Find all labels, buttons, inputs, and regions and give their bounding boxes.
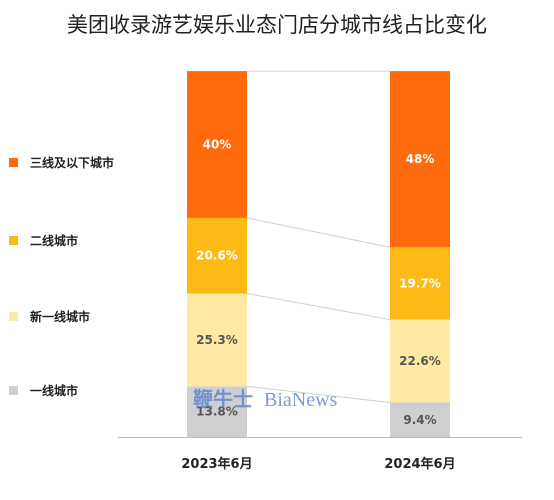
watermark-en: BiaNews (264, 389, 338, 411)
legend-label: 二线城市 (30, 233, 78, 248)
x-tick-labels: 2023年6月 2024年6月 (181, 456, 455, 472)
data-label: 20.6% (196, 249, 238, 263)
data-label: 13.8% (196, 405, 238, 419)
bar-segment (390, 319, 450, 403)
bars: 13.8% 25.3% 20.6% 40% 9.4% 22.6% 19.7% 48% (187, 71, 450, 437)
bar-segment (187, 386, 247, 437)
x-tick-label: 2024年6月 (384, 456, 455, 472)
legend-swatch (9, 158, 18, 167)
data-label: 40% (203, 138, 232, 152)
legend-label: 一线城市 (30, 383, 78, 398)
bar-segment (390, 71, 450, 248)
bar-segment (390, 247, 450, 320)
legend-swatch (9, 312, 18, 321)
data-label: 19.7% (399, 276, 441, 290)
legend-label: 三线及以下城市 (30, 155, 114, 170)
connector-line (246, 217, 391, 248)
data-label: 22.6% (399, 354, 441, 368)
data-label: 25.3% (196, 333, 238, 347)
legend-swatch (9, 386, 18, 395)
legend-swatch (9, 236, 18, 245)
watermark: 鞭牛士 BiaNews (193, 387, 338, 411)
data-label: 9.4% (403, 413, 436, 427)
data-label: 48% (406, 152, 435, 166)
bar-segment (187, 293, 247, 387)
connector-lines (246, 70, 391, 403)
bar-segment (187, 217, 247, 294)
chart-title: 美团收录游艺娱乐业态门店分城市线占比变化 (67, 13, 487, 37)
legend-label: 新一线城市 (30, 309, 90, 324)
x-tick-label: 2023年6月 (181, 456, 252, 472)
connector-line (246, 385, 391, 403)
bar-segment (390, 402, 450, 437)
connector-line (246, 293, 391, 321)
watermark-cn: 鞭牛士 (193, 387, 253, 411)
bar-segment (187, 71, 247, 218)
